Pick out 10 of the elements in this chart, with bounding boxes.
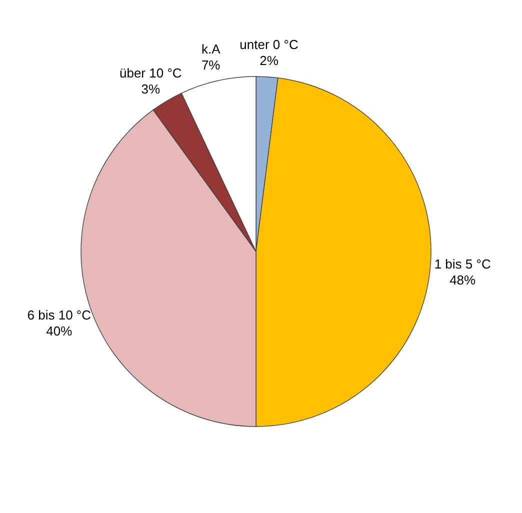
slice-label: unter 0 °C [240,36,298,52]
data-label: 40% [46,323,73,338]
slice-label: über 10 °C [119,65,182,80]
slice-label: 6 bis 10 °C [27,307,91,322]
slice-label: k.A [201,41,221,56]
data-label: 48% [450,272,476,288]
data-label: 2% [260,52,279,68]
data-label: 3% [141,81,160,96]
slice-label: 1 bis 5 °C [434,256,491,272]
data-label: 7% [201,57,221,72]
